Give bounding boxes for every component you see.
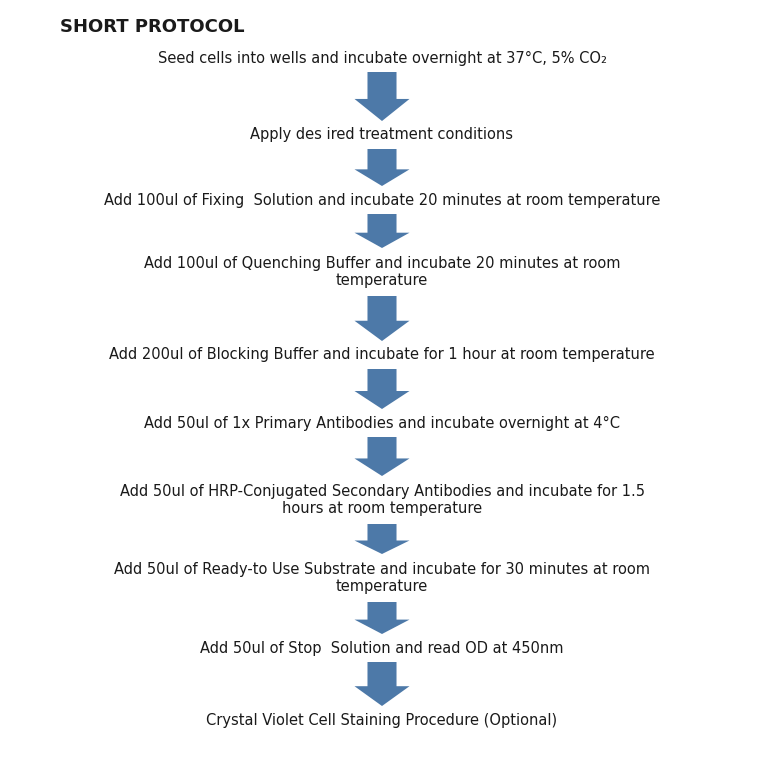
- Text: Crystal Violet Cell Staining Procedure (Optional): Crystal Violet Cell Staining Procedure (…: [206, 713, 558, 727]
- Text: Seed cells into wells and incubate overnight at 37°C, 5% CO₂: Seed cells into wells and incubate overn…: [157, 50, 607, 66]
- Text: Add 200ul of Blocking Buffer and incubate for 1 hour at room temperature: Add 200ul of Blocking Buffer and incubat…: [109, 348, 655, 362]
- Polygon shape: [354, 72, 410, 121]
- Polygon shape: [354, 524, 410, 554]
- Polygon shape: [354, 149, 410, 186]
- Polygon shape: [354, 214, 410, 248]
- Polygon shape: [354, 437, 410, 476]
- Text: Add 50ul of Ready-to Use Substrate and incubate for 30 minutes at room
temperatu: Add 50ul of Ready-to Use Substrate and i…: [114, 562, 650, 594]
- Text: SHORT PROTOCOL: SHORT PROTOCOL: [60, 18, 244, 36]
- Text: Add 50ul of HRP-Conjugated Secondary Antibodies and incubate for 1.5
hours at ro: Add 50ul of HRP-Conjugated Secondary Ant…: [119, 484, 645, 516]
- Polygon shape: [354, 662, 410, 706]
- Polygon shape: [354, 602, 410, 634]
- Text: Add 100ul of Fixing  Solution and incubate 20 minutes at room temperature: Add 100ul of Fixing Solution and incubat…: [104, 193, 660, 208]
- Text: Add 50ul of Stop  Solution and read OD at 450nm: Add 50ul of Stop Solution and read OD at…: [200, 640, 564, 656]
- Text: Add 50ul of 1x Primary Antibodies and incubate overnight at 4°C: Add 50ul of 1x Primary Antibodies and in…: [144, 416, 620, 430]
- Polygon shape: [354, 296, 410, 341]
- Polygon shape: [354, 369, 410, 409]
- Text: Apply des ired treatment conditions: Apply des ired treatment conditions: [251, 128, 513, 143]
- Text: Add 100ul of Quenching Buffer and incubate 20 minutes at room
temperature: Add 100ul of Quenching Buffer and incuba…: [144, 256, 620, 288]
